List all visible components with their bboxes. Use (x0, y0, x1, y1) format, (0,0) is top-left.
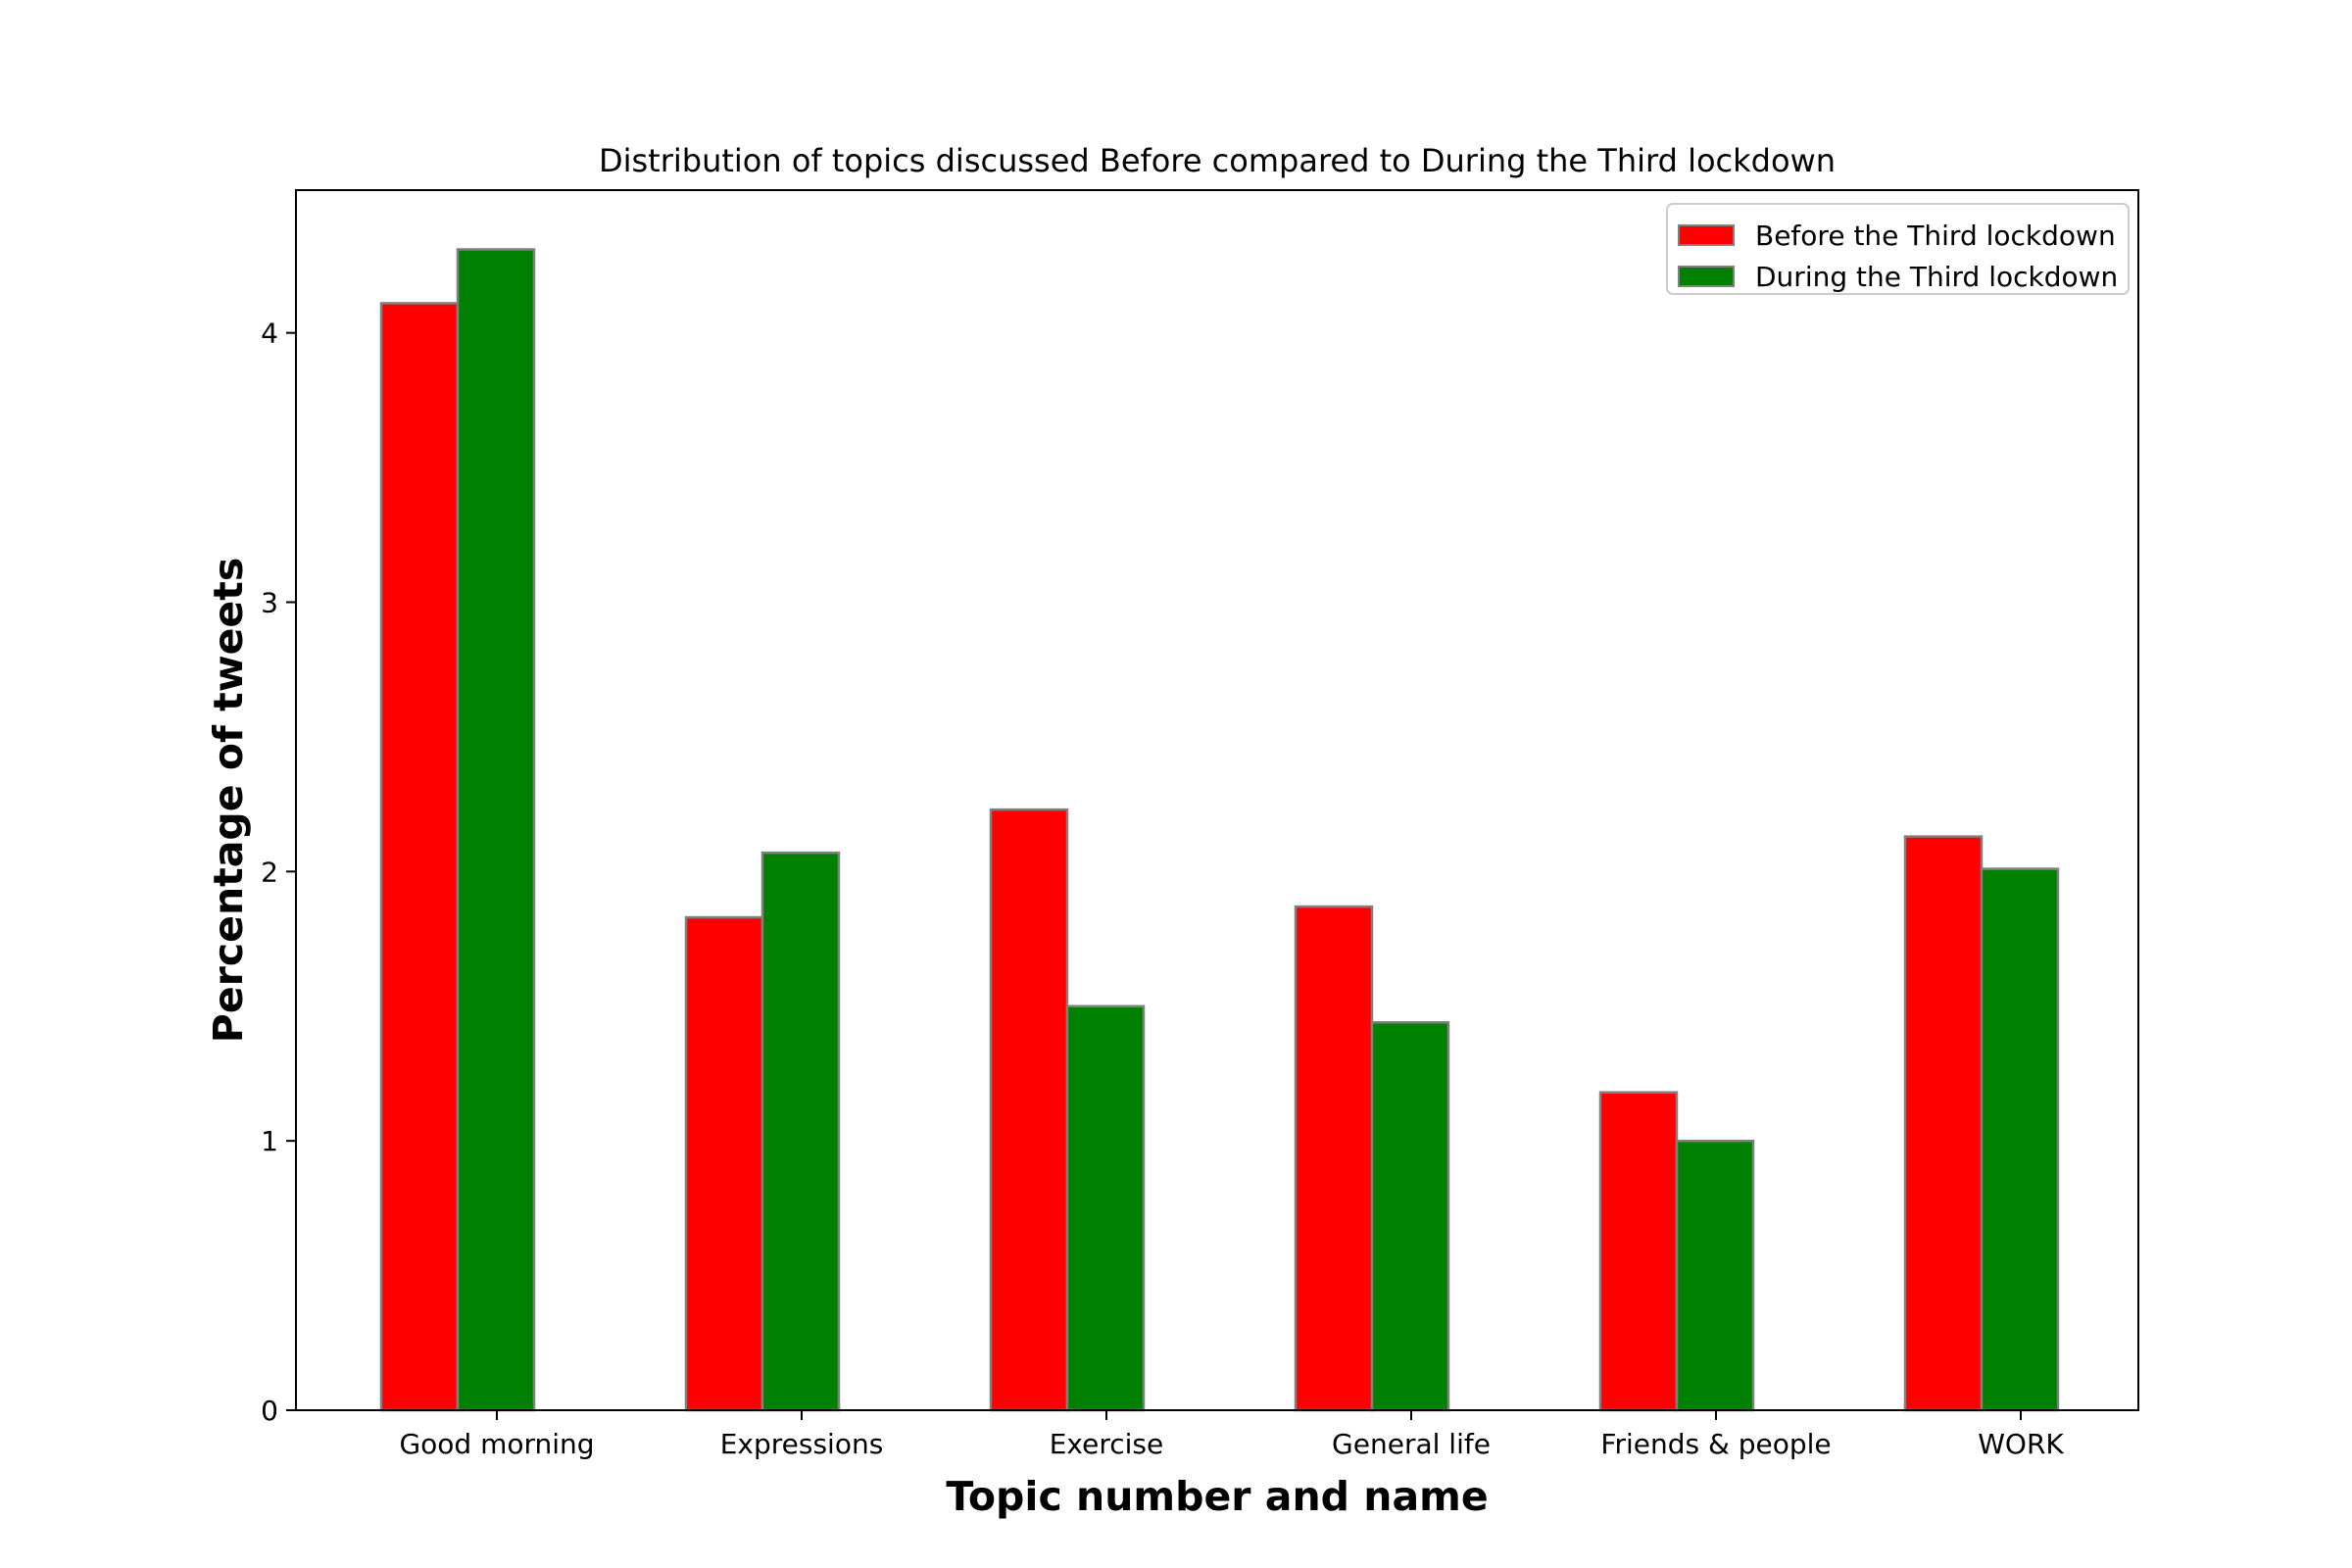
x-tick-label: Exercise (1050, 1428, 1164, 1460)
x-tick-label: Good morning (399, 1428, 594, 1460)
y-tick-label: 3 (261, 586, 278, 618)
bar-during-0 (456, 248, 536, 1412)
bar-before-0 (379, 302, 460, 1412)
bar-before-2 (989, 808, 1069, 1412)
bar-before-5 (1903, 835, 1984, 1412)
x-tick-label: Expressions (720, 1428, 884, 1460)
bar-before-1 (684, 915, 764, 1412)
legend: Before the Third lockdown During the Thir… (1666, 203, 2130, 295)
x-axis-ticks: Good morning Expressions Exercise General l… (399, 1410, 2064, 1460)
x-axis-label: Topic number and name (946, 1473, 1488, 1520)
legend-swatch-before (1678, 224, 1735, 246)
x-tick-label: General life (1332, 1428, 1491, 1460)
bar-during-1 (760, 851, 841, 1412)
x-tick-label: Friends & people (1600, 1428, 1831, 1460)
y-tick-label: 4 (261, 318, 278, 350)
x-tick-label: WORK (1978, 1428, 2064, 1460)
legend-box (1666, 203, 2130, 295)
bar-during-2 (1065, 1004, 1146, 1412)
bars-layer (379, 248, 2060, 1412)
bar-during-4 (1675, 1139, 1755, 1412)
y-axis-label: Percentage of tweets (205, 558, 252, 1043)
bar-before-4 (1598, 1091, 1679, 1412)
bar-before-3 (1294, 905, 1374, 1412)
bar-during-5 (1980, 867, 2060, 1412)
chart-title: Distribution of topics discussed Before … (599, 142, 1836, 179)
bar-during-3 (1370, 1020, 1450, 1412)
plot-area-frame (295, 189, 2139, 1411)
y-tick-label: 2 (261, 856, 278, 888)
legend-label-before: Before the Third lockdown (1755, 220, 2116, 252)
y-axis-ticks: 0 1 2 3 4 (261, 318, 296, 1427)
legend-swatch-during (1678, 266, 1735, 287)
y-tick-label: 0 (261, 1395, 278, 1427)
legend-label-during: During the Third lockdown (1755, 261, 2118, 293)
y-tick-label: 1 (261, 1125, 278, 1157)
